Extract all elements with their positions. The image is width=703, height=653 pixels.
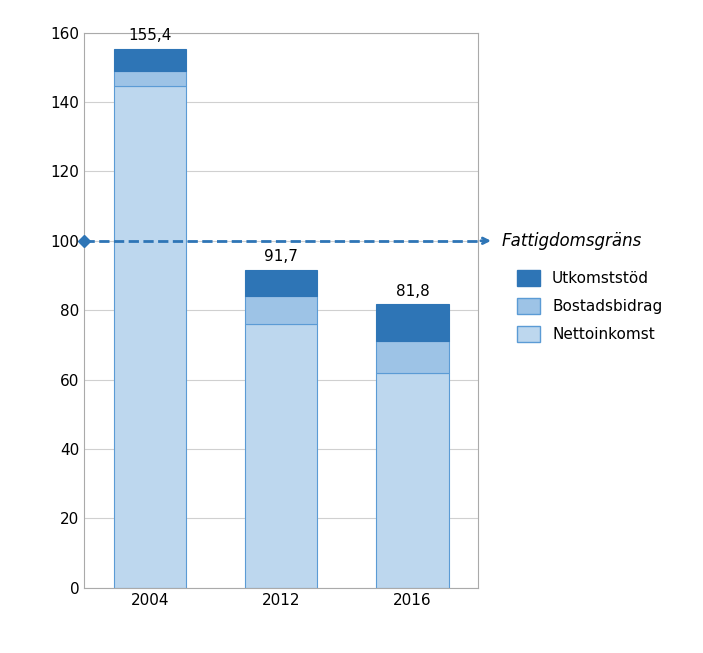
Bar <box>245 270 317 296</box>
Text: 155,4: 155,4 <box>128 28 172 43</box>
Bar <box>245 324 317 588</box>
Bar <box>376 304 449 342</box>
Text: 91,7: 91,7 <box>264 249 298 264</box>
Bar <box>376 373 449 588</box>
Text: Fattigdomsgräns: Fattigdomsgräns <box>502 232 642 250</box>
Text: 81,8: 81,8 <box>396 283 430 298</box>
Bar <box>114 48 186 71</box>
Bar <box>245 296 317 324</box>
Bar <box>376 342 449 373</box>
Legend: Utkomststöd, Bostadsbidrag, Nettoinkomst: Utkomststöd, Bostadsbidrag, Nettoinkomst <box>509 263 670 350</box>
Bar <box>114 71 186 86</box>
Bar <box>114 86 186 588</box>
